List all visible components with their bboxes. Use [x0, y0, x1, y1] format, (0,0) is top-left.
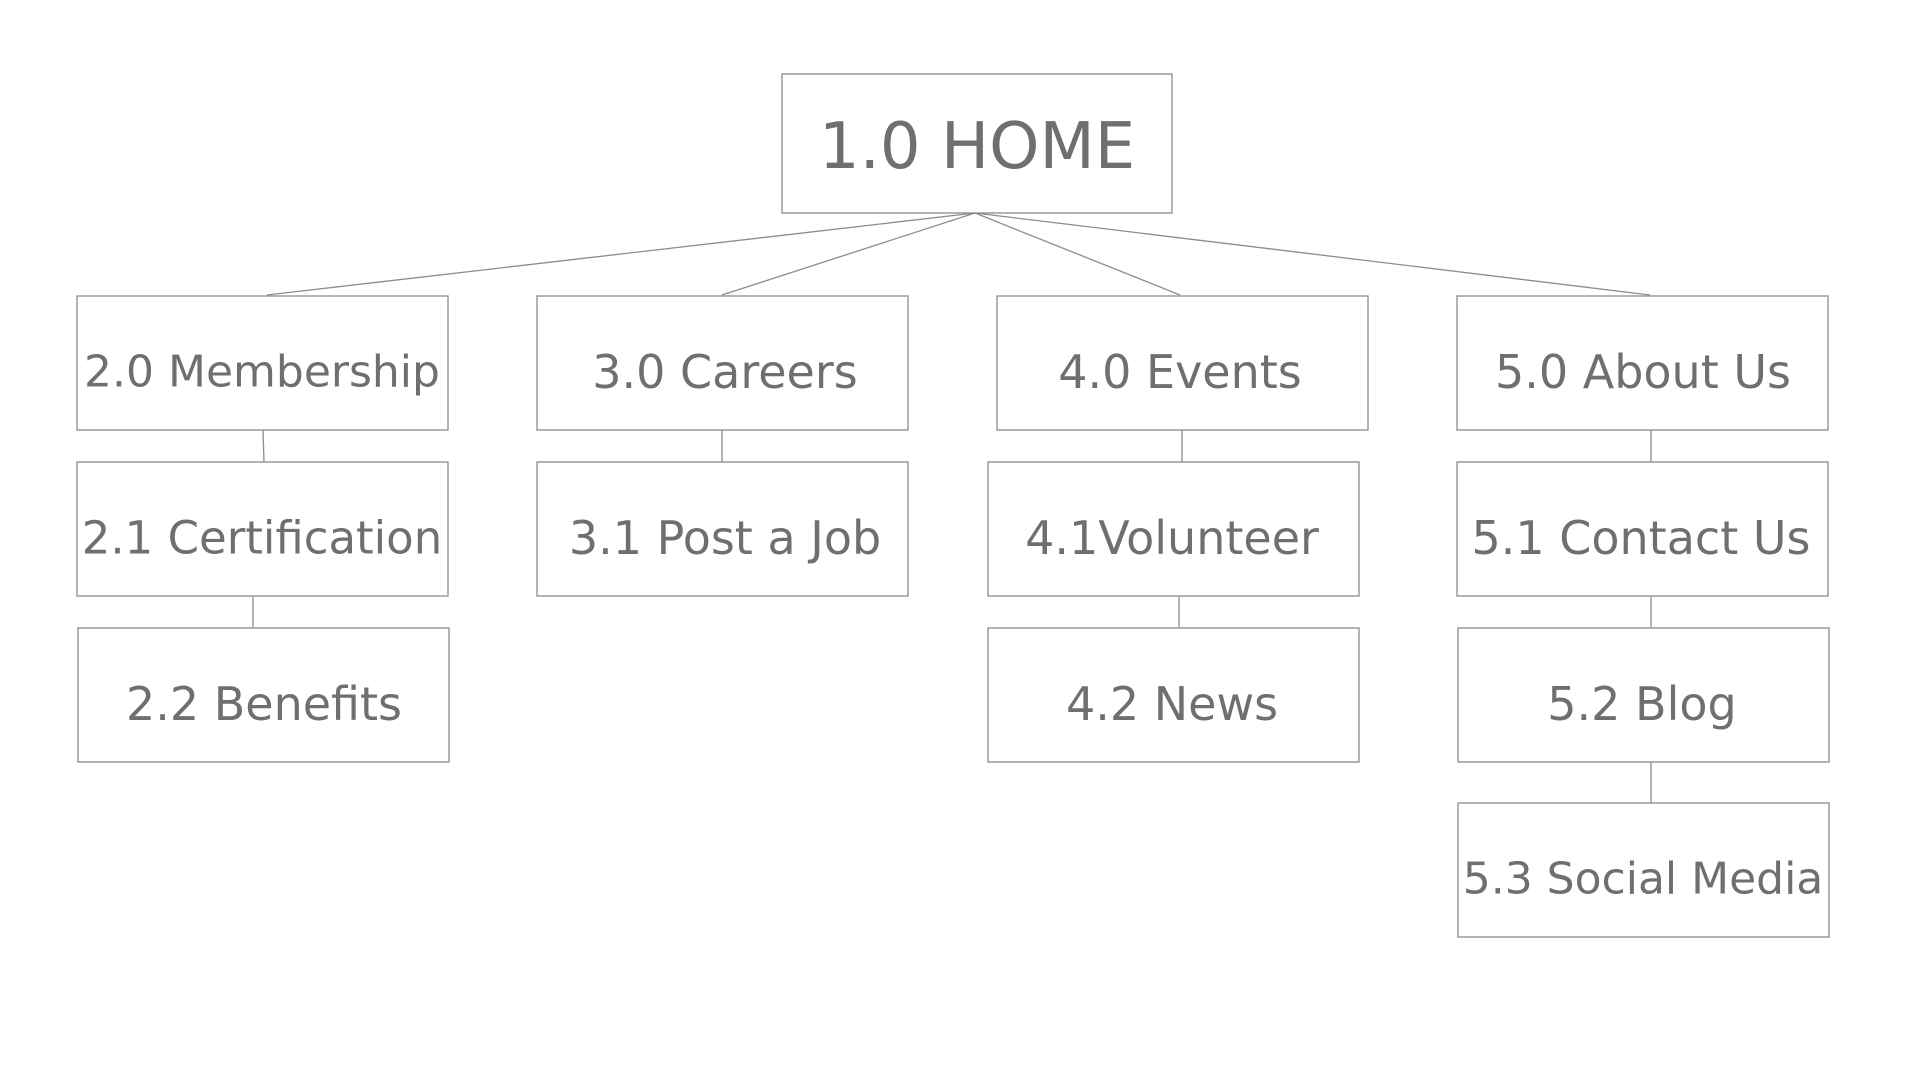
node-about-us: 5.0 About Us — [1456, 295, 1829, 431]
node-events: 4.0 Events — [996, 295, 1369, 431]
connector-home-membership — [266, 212, 976, 296]
node-careers: 3.0 Careers — [536, 295, 909, 431]
node-volunteer-label: 4.1Volunteer — [1025, 511, 1319, 565]
node-home: 1.0 HOME — [781, 73, 1173, 214]
node-contact-us: 5.1 Contact Us — [1456, 461, 1829, 597]
node-blog: 5.2 Blog — [1457, 627, 1830, 763]
node-home-label: 1.0 HOME — [819, 110, 1135, 184]
node-membership-label: 2.0 Membership — [84, 347, 440, 398]
node-careers-label: 3.0 Careers — [592, 345, 857, 399]
node-benefits: 2.2 Benefits — [77, 627, 450, 763]
node-post-a-job: 3.1 Post a Job — [536, 461, 909, 597]
node-social-media: 5.3 Social Media — [1457, 802, 1830, 938]
node-benefits-label: 2.2 Benefits — [126, 677, 402, 731]
node-volunteer: 4.1Volunteer — [987, 461, 1360, 597]
node-certification: 2.1 Certification — [76, 461, 449, 597]
node-news-label: 4.2 News — [1066, 677, 1278, 731]
connector-home-events — [974, 212, 1181, 296]
node-social-media-label: 5.3 Social Media — [1463, 854, 1824, 905]
connector-membership-certification — [262, 429, 265, 463]
node-blog-label: 5.2 Blog — [1547, 677, 1736, 731]
connector-home-careers — [721, 212, 976, 296]
connector-home-about-us — [974, 212, 1651, 296]
node-membership: 2.0 Membership — [76, 295, 449, 431]
node-certification-label: 2.1 Certification — [82, 512, 442, 565]
node-about-us-label: 5.0 About Us — [1495, 345, 1791, 399]
node-events-label: 4.0 Events — [1058, 345, 1302, 399]
node-post-a-job-label: 3.1 Post a Job — [569, 511, 881, 565]
node-news: 4.2 News — [987, 627, 1360, 763]
node-contact-us-label: 5.1 Contact Us — [1471, 511, 1810, 565]
